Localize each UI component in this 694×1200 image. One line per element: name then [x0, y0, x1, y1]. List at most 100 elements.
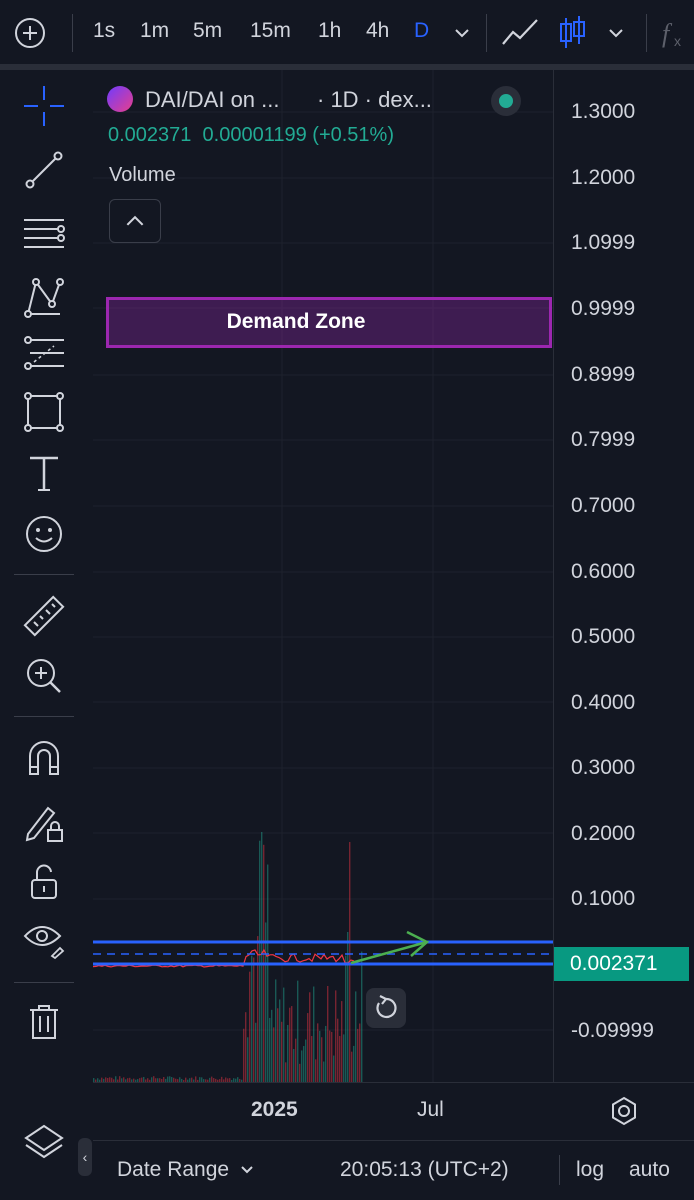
volume-bar — [287, 1024, 289, 1082]
forecast-icon[interactable] — [22, 332, 66, 376]
volume-bar — [163, 1077, 165, 1082]
chevron-down-icon[interactable] — [596, 14, 636, 52]
volume-bar — [181, 1078, 183, 1082]
volume-bar — [347, 932, 349, 1082]
ruler-icon[interactable] — [22, 594, 66, 638]
interval-1s[interactable]: 1s — [93, 19, 116, 42]
volume-bar — [295, 1038, 297, 1082]
rectangle-icon[interactable] — [22, 390, 66, 434]
toolbar-divider — [14, 574, 74, 575]
volume-bar — [113, 1079, 115, 1082]
volume-bar — [277, 1008, 279, 1082]
dai-logo-icon — [107, 86, 133, 112]
interval-1h[interactable]: 1h — [318, 19, 342, 42]
add-symbol-icon[interactable] — [14, 17, 46, 49]
volume-bar — [235, 1078, 237, 1082]
volume-bar — [137, 1079, 139, 1082]
ohlc-values: 0.002371 0.00001199 (+0.51%) — [108, 124, 394, 147]
auto-scale-toggle[interactable]: auto — [629, 1158, 670, 1181]
interval-15m[interactable]: 15m — [250, 19, 291, 42]
symbol-meta[interactable]: · 1D · dex... — [317, 87, 432, 112]
volume-bar — [141, 1077, 143, 1082]
interval-d[interactable]: D — [414, 19, 430, 42]
volume-bar — [95, 1079, 97, 1082]
price-axis[interactable]: 1.3000 1.2000 1.0999 0.9999 0.8999 0.799… — [553, 70, 694, 1082]
time-axis[interactable]: 2025 Jul — [93, 1082, 694, 1140]
bottom-bar: Date Range 20:05:13 (UTC+2) log auto — [93, 1140, 694, 1200]
volume-bar — [111, 1077, 113, 1082]
volume-bar — [211, 1076, 213, 1082]
layers-icon[interactable] — [22, 1120, 66, 1164]
volume-bar — [279, 999, 281, 1082]
volume-bar — [283, 987, 285, 1082]
volume-bar — [325, 1025, 327, 1082]
volume-bar — [353, 1045, 355, 1082]
volume-bar — [127, 1078, 129, 1082]
interval-1m[interactable]: 1m — [140, 19, 170, 42]
timezone-clock[interactable]: 20:05:13 (UTC+2) — [340, 1158, 509, 1181]
volume-bar — [183, 1079, 185, 1082]
time-tick: Jul — [417, 1098, 444, 1121]
volume-bar — [243, 1028, 245, 1082]
volume-bar — [197, 1079, 199, 1082]
lock-drawing-icon[interactable] — [22, 800, 66, 844]
volume-bar — [307, 1013, 309, 1082]
price-tick: 0.5000 — [571, 625, 636, 648]
volume-bar — [103, 1078, 105, 1082]
line-chart-icon[interactable] — [500, 14, 540, 52]
trash-icon[interactable] — [22, 1000, 66, 1044]
trend-arrow — [350, 930, 430, 965]
volume-bar — [145, 1079, 147, 1082]
pattern-icon[interactable] — [22, 276, 66, 320]
volume-bar — [231, 1079, 233, 1082]
reset-chart-button[interactable] — [366, 988, 406, 1028]
volume-bar — [255, 1022, 257, 1082]
fib-lines-icon[interactable] — [22, 212, 66, 256]
emoji-icon[interactable] — [22, 512, 66, 556]
top-toolbar: 1s 1m 5m 15m 1h 4h D f x — [0, 0, 694, 64]
volume-bar — [361, 951, 363, 1082]
volume-bar — [213, 1078, 215, 1082]
settings-icon[interactable] — [608, 1095, 640, 1127]
price-chart — [93, 70, 553, 1082]
collapse-toolbar-button[interactable]: ‹ — [78, 1138, 92, 1176]
market-status-icon[interactable] — [491, 86, 521, 116]
interval-4h[interactable]: 4h — [366, 19, 390, 42]
volume-bar — [139, 1078, 141, 1082]
chevron-down-icon[interactable] — [442, 14, 482, 52]
volume-bars — [93, 832, 363, 1082]
volume-bar — [311, 1036, 313, 1082]
toolbar-border — [0, 64, 694, 70]
indicators-fx-icon[interactable]: f x — [656, 14, 694, 52]
trend-line-icon[interactable] — [22, 148, 66, 192]
volume-bar — [321, 1037, 323, 1082]
volume-bar — [195, 1076, 197, 1082]
date-range-button[interactable]: Date Range — [117, 1158, 255, 1182]
volume-bar — [293, 1048, 295, 1082]
crosshair-icon[interactable] — [22, 84, 66, 128]
magnet-icon[interactable] — [22, 736, 66, 780]
volume-bar — [215, 1078, 217, 1082]
volume-bar — [259, 840, 261, 1082]
demand-zone-rectangle[interactable]: Demand Zone — [106, 297, 552, 348]
volume-bar — [189, 1078, 191, 1082]
volume-bar — [271, 1009, 273, 1082]
zoom-in-icon[interactable] — [22, 654, 66, 698]
log-scale-toggle[interactable]: log — [576, 1158, 605, 1181]
text-icon[interactable] — [22, 452, 66, 496]
candles-icon[interactable] — [553, 14, 593, 52]
volume-bar — [203, 1079, 205, 1082]
price-tick: 0.2000 — [571, 822, 636, 845]
volume-bar — [329, 1030, 331, 1082]
price-tick: 0.1000 — [571, 887, 636, 910]
collapse-legend-button[interactable] — [109, 199, 161, 243]
unlock-icon[interactable] — [22, 860, 66, 904]
interval-5m[interactable]: 5m — [193, 19, 223, 42]
plot-area[interactable]: DAI/DAI on ... · 1D · dex... 0.002371 0.… — [93, 70, 553, 1082]
volume-bar — [225, 1077, 227, 1082]
toolbar-divider — [14, 716, 74, 717]
eye-icon[interactable] — [22, 916, 66, 960]
volume-label[interactable]: Volume — [109, 164, 176, 186]
symbol-name[interactable]: DAI/DAI on ... — [145, 87, 280, 112]
volume-bar — [251, 955, 253, 1082]
